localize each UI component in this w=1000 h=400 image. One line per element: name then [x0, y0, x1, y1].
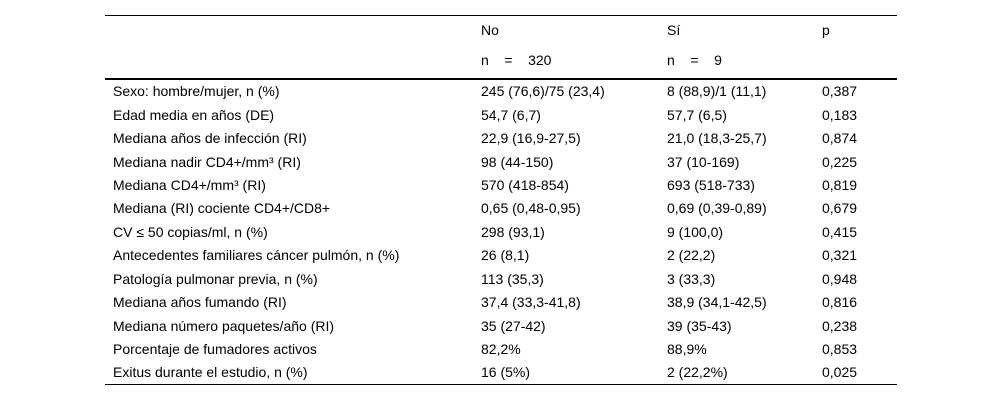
- table-rule-header-separator: [105, 77, 897, 80]
- col-no-label: No: [481, 22, 499, 38]
- row-label: Exitus durante el estudio, n (%): [113, 364, 308, 381]
- cell-no: 113 (35,3): [481, 270, 544, 287]
- row-label: Porcentaje de fumadores activos: [113, 341, 317, 358]
- table-row: Mediana años fumando (RI) 37,4 (33,3-41,…: [105, 290, 897, 313]
- cell-p: 0,415: [822, 223, 858, 240]
- cell-no: 570 (418-854): [481, 176, 569, 193]
- cell-p: 0,816: [822, 294, 858, 311]
- cell-no: 26 (8,1): [481, 247, 530, 264]
- cell-no: 82,2%: [481, 341, 521, 358]
- cell-p: 0,948: [822, 270, 858, 287]
- cell-no: 37,4 (33,3-41,8): [481, 294, 581, 311]
- col-si-label: Sí: [667, 22, 681, 38]
- cell-si: 37 (10-169): [667, 153, 740, 170]
- col-no-count: n = 320: [481, 52, 552, 68]
- cell-p: 0,225: [822, 153, 858, 170]
- table-row: CV ≤ 50 copias/ml, n (%) 298 (93,1) 9 (1…: [105, 220, 897, 243]
- cell-p: 0,679: [822, 200, 858, 217]
- table-row: Patología pulmonar previa, n (%) 113 (35…: [105, 267, 897, 290]
- cell-si: 8 (88,9)/1 (11,1): [667, 83, 767, 100]
- cell-no: 22,9 (16,9-27,5): [481, 130, 581, 147]
- cell-no: 54,7 (6,7): [481, 106, 541, 123]
- table-header: No n = 320 Sí n = 9 p: [105, 16, 897, 78]
- header-col-si: Sí n = 9: [667, 16, 822, 78]
- cell-p: 0,025: [822, 364, 858, 381]
- cell-p: 0,874: [822, 130, 858, 147]
- cell-si: 0,69 (0,39-0,89): [667, 200, 767, 217]
- cell-p: 0,321: [822, 247, 858, 264]
- table-rule-bottom: [105, 384, 897, 386]
- table-row: Mediana (RI) cociente CD4+/CD8+ 0,65 (0,…: [105, 197, 897, 220]
- row-label: Mediana nadir CD4+/mm³ (RI): [113, 153, 301, 170]
- cell-si: 2 (22,2%): [667, 364, 728, 381]
- header-col-p: p: [822, 16, 897, 78]
- table-row: Mediana número paquetes/año (RI) 35 (27-…: [105, 314, 897, 337]
- table-row: Mediana nadir CD4+/mm³ (RI) 98 (44-150) …: [105, 150, 897, 173]
- row-label: Mediana años de infección (RI): [113, 130, 307, 147]
- row-label: Mediana CD4+/mm³ (RI): [113, 176, 266, 193]
- row-label: Edad media en años (DE): [113, 106, 275, 123]
- row-label: Mediana años fumando (RI): [113, 294, 287, 311]
- cell-si: 88,9%: [667, 341, 707, 358]
- header-empty-cell: [105, 16, 481, 78]
- table-row: Porcentaje de fumadores activos 82,2% 88…: [105, 337, 897, 360]
- cell-si: 3 (33,3): [667, 270, 716, 287]
- cell-si: 57,7 (6,5): [667, 106, 727, 123]
- cell-no: 298 (93,1): [481, 223, 545, 240]
- cell-p: 0,183: [822, 106, 858, 123]
- table-row: Exitus durante el estudio, n (%) 16 (5%)…: [105, 361, 897, 384]
- table-rule-top: [105, 15, 897, 16]
- cell-no: 16 (5%): [481, 364, 531, 381]
- table-row: Mediana CD4+/mm³ (RI) 570 (418-854) 693 …: [105, 173, 897, 196]
- cell-no: 35 (27-42): [481, 317, 546, 334]
- cell-no: 0,65 (0,48-0,95): [481, 200, 581, 217]
- cell-no: 98 (44-150): [481, 153, 554, 170]
- cell-si: 693 (518-733): [667, 176, 755, 193]
- table-body: Sexo: hombre/mujer, n (%) 245 (76,6)/75 …: [105, 80, 897, 385]
- cell-si: 38,9 (34,1-42,5): [667, 294, 767, 311]
- cell-si: 21,0 (18,3-25,7): [667, 130, 767, 147]
- cell-p: 0,238: [822, 317, 858, 334]
- row-label: Antecedentes familiares cáncer pulmón, n…: [113, 247, 400, 264]
- comparison-table: No n = 320 Sí n = 9 p Sexo: hombre/mujer…: [105, 15, 897, 386]
- cell-si: 39 (35-43): [667, 317, 732, 334]
- cell-si: 2 (22,2): [667, 247, 716, 264]
- table-row: Antecedentes familiares cáncer pulmón, n…: [105, 244, 897, 267]
- row-label: Sexo: hombre/mujer, n (%): [113, 83, 280, 100]
- cell-p: 0,819: [822, 176, 858, 193]
- header-col-no: No n = 320: [481, 16, 667, 78]
- row-label: Mediana (RI) cociente CD4+/CD8+: [113, 200, 331, 217]
- row-label: CV ≤ 50 copias/ml, n (%): [113, 223, 268, 240]
- col-si-count: n = 9: [667, 52, 722, 68]
- table-row: Mediana años de infección (RI) 22,9 (16,…: [105, 126, 897, 149]
- cell-p: 0,853: [822, 341, 858, 358]
- table-row: Sexo: hombre/mujer, n (%) 245 (76,6)/75 …: [105, 80, 897, 103]
- cell-si: 9 (100,0): [667, 223, 724, 240]
- cell-no: 245 (76,6)/75 (23,4): [481, 83, 605, 100]
- row-label: Mediana número paquetes/año (RI): [113, 317, 335, 334]
- row-label: Patología pulmonar previa, n (%): [113, 270, 318, 287]
- cell-p: 0,387: [822, 83, 858, 100]
- col-p-label: p: [822, 22, 830, 38]
- table-row: Edad media en años (DE) 54,7 (6,7) 57,7 …: [105, 103, 897, 126]
